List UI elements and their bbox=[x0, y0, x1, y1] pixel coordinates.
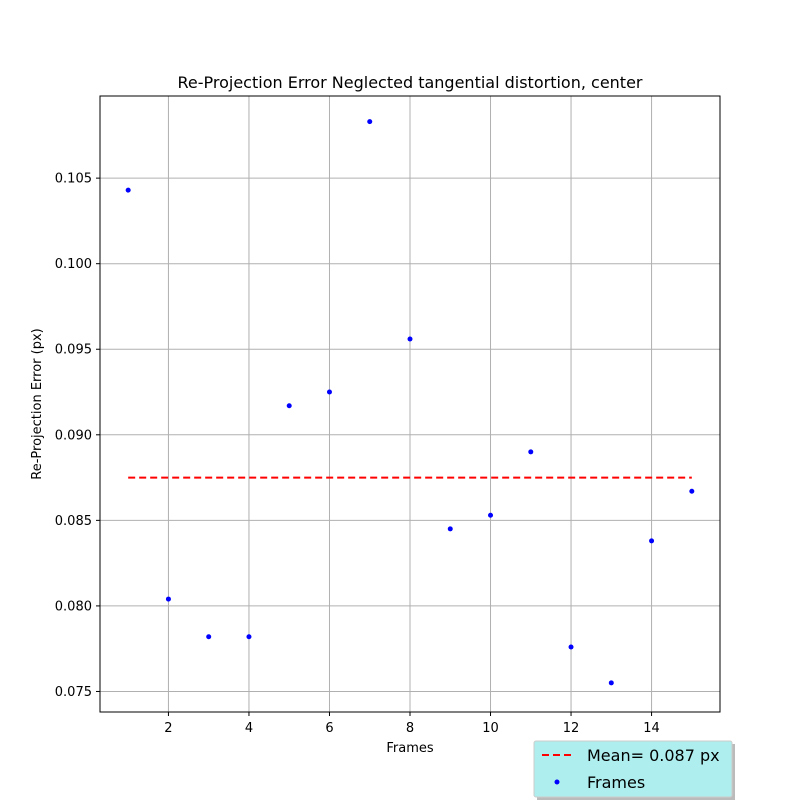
data-point bbox=[447, 526, 453, 532]
x-tick-label: 14 bbox=[643, 721, 660, 736]
data-point bbox=[206, 634, 212, 640]
y-tick-label: 0.095 bbox=[55, 343, 92, 358]
data-points bbox=[125, 119, 695, 686]
data-point bbox=[367, 119, 373, 125]
x-tick-label: 10 bbox=[482, 721, 499, 736]
y-tick-label: 0.090 bbox=[55, 428, 92, 443]
x-tick-label: 6 bbox=[325, 721, 333, 736]
x-tick-label: 12 bbox=[563, 721, 580, 736]
legend: Mean= 0.087 px Frames bbox=[533, 740, 735, 800]
data-point bbox=[568, 644, 574, 650]
data-point bbox=[125, 187, 131, 193]
data-point bbox=[689, 488, 695, 494]
chart-title: Re-Projection Error Neglected tangential… bbox=[177, 73, 642, 92]
legend-mean-label: Mean= 0.087 px bbox=[587, 746, 720, 765]
y-tick-label: 0.080 bbox=[55, 599, 92, 614]
y-tick-label: 0.100 bbox=[55, 257, 92, 272]
x-tick-label: 2 bbox=[164, 721, 172, 736]
legend-frames-label: Frames bbox=[587, 773, 645, 792]
data-point bbox=[326, 389, 332, 395]
y-axis-label: Re-Projection Error (px) bbox=[30, 328, 45, 479]
data-point bbox=[649, 538, 655, 544]
y-tick-label: 0.105 bbox=[55, 172, 92, 187]
y-tick-label: 0.075 bbox=[55, 685, 92, 700]
x-tick-label: 4 bbox=[245, 721, 253, 736]
x-axis: 2 4 6 8 10 12 14 bbox=[164, 712, 660, 736]
x-tick-label: 8 bbox=[406, 721, 414, 736]
y-axis: 0.075 0.080 0.085 0.090 0.095 0.100 0.105 bbox=[55, 172, 100, 700]
data-point bbox=[407, 336, 413, 342]
legend-frames-swatch bbox=[554, 779, 560, 785]
data-point bbox=[528, 449, 534, 455]
data-point bbox=[246, 634, 252, 640]
y-tick-label: 0.085 bbox=[55, 514, 92, 529]
legend-box bbox=[533, 740, 733, 798]
grid bbox=[100, 96, 720, 712]
x-axis-label: Frames bbox=[386, 741, 434, 756]
data-point bbox=[488, 512, 494, 518]
data-point bbox=[608, 680, 614, 686]
data-point bbox=[286, 403, 292, 409]
data-point bbox=[165, 596, 171, 602]
